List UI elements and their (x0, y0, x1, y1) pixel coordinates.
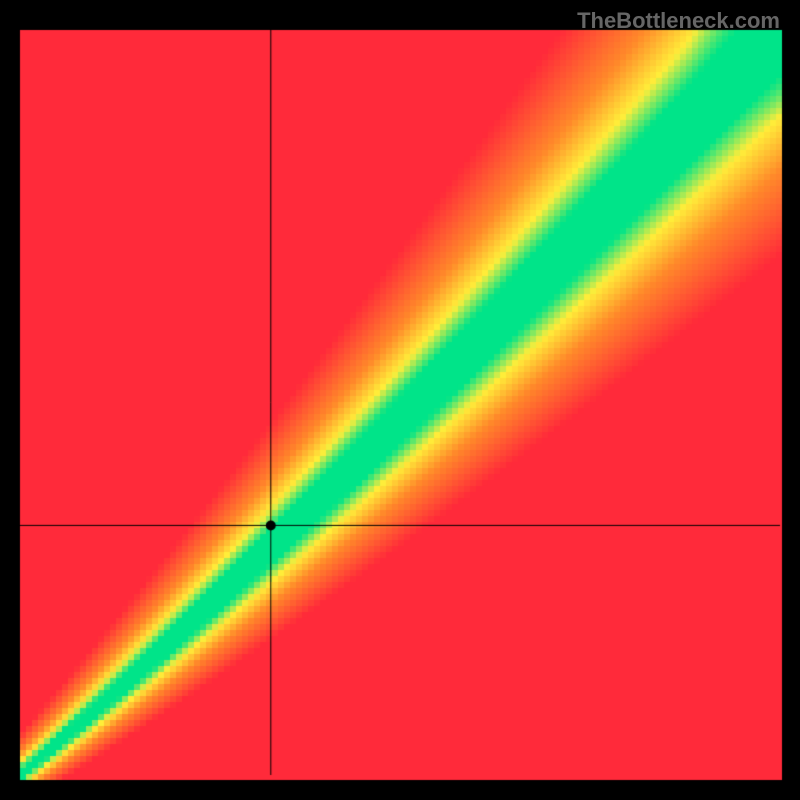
bottleneck-heatmap (0, 0, 800, 800)
watermark-text: TheBottleneck.com (577, 8, 780, 34)
chart-container: TheBottleneck.com (0, 0, 800, 800)
